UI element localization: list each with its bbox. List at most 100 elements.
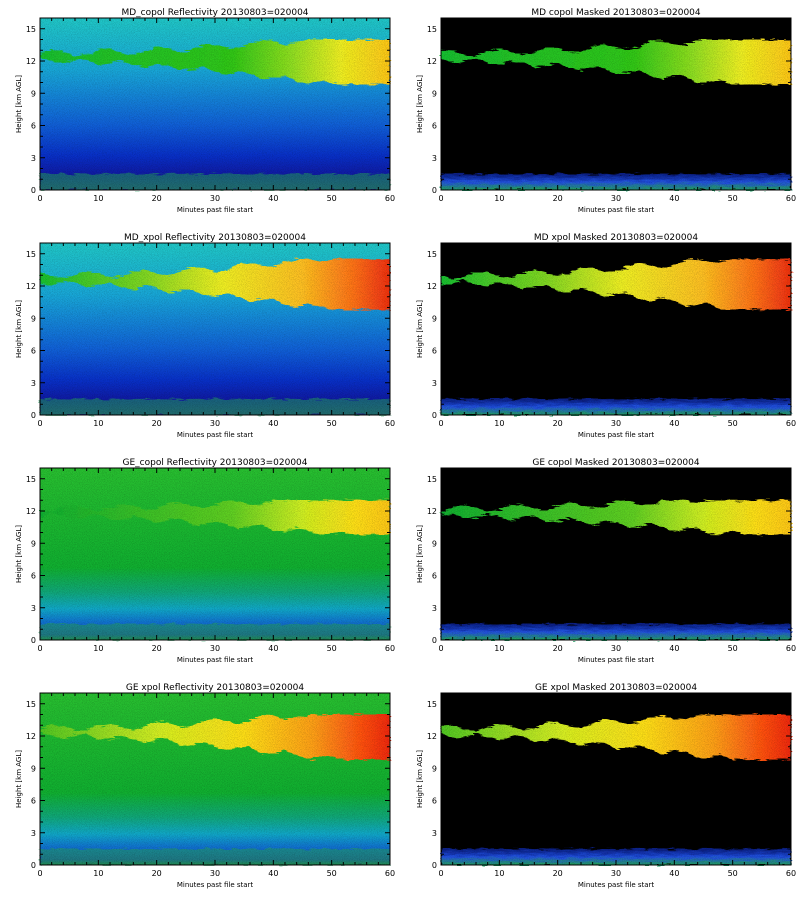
y-tick-label: 15 xyxy=(26,700,36,709)
panel-title: MD_copol Reflectivity 20130803=020004 xyxy=(121,8,308,18)
y-tick-label: 9 xyxy=(31,764,36,773)
x-tick-label: 50 xyxy=(728,869,738,878)
noise-speckle-overlay xyxy=(40,243,390,415)
x-tick-label: 60 xyxy=(385,869,395,878)
x-tick-label: 0 xyxy=(37,194,42,203)
x-tick-label: 50 xyxy=(327,194,337,203)
y-tick-label: 12 xyxy=(26,507,36,516)
y-tick-label: 3 xyxy=(31,379,36,388)
y-tick-label: 3 xyxy=(31,154,36,163)
x-tick-label: 60 xyxy=(786,194,796,203)
x-tick-label: 20 xyxy=(553,194,563,203)
y-tick-label: 12 xyxy=(427,282,437,291)
x-tick-label: 30 xyxy=(210,419,220,428)
x-tick-label: 30 xyxy=(210,194,220,203)
x-axis-label: Minutes past file start xyxy=(578,656,655,664)
y-tick-label: 12 xyxy=(26,732,36,741)
y-axis-label: Height [km AGL] xyxy=(416,525,424,583)
y-axis-label: Height [km AGL] xyxy=(15,75,23,133)
panel-5: 0 10 20 30 40 50 60 0 3 6 9 12 15 GE_copol Reflectivi… xyxy=(15,458,395,664)
y-tick-label: 6 xyxy=(31,122,36,131)
y-axis-label: Height [km AGL] xyxy=(416,300,424,358)
y-tick-label: 9 xyxy=(432,89,437,98)
y-tick-label: 3 xyxy=(432,379,437,388)
y-tick-label: 15 xyxy=(26,25,36,34)
x-tick-label: 50 xyxy=(728,194,738,203)
x-tick-label: 50 xyxy=(728,419,738,428)
panel-title: GE xpol Masked 20130803=020004 xyxy=(535,683,697,693)
x-axis-label: Minutes past file start xyxy=(177,656,254,664)
x-tick-label: 30 xyxy=(210,644,220,653)
y-tick-label: 15 xyxy=(427,700,437,709)
x-tick-label: 0 xyxy=(37,419,42,428)
noise-speckle-overlay xyxy=(40,693,390,865)
y-tick-label: 6 xyxy=(432,572,437,581)
y-tick-label: 0 xyxy=(31,186,36,195)
y-tick-label: 3 xyxy=(432,154,437,163)
x-axis-label: Minutes past file start xyxy=(177,206,254,214)
y-tick-label: 12 xyxy=(26,57,36,66)
y-axis-label: Height [km AGL] xyxy=(15,300,23,358)
y-tick-label: 9 xyxy=(432,764,437,773)
x-tick-label: 10 xyxy=(93,194,103,203)
x-tick-label: 60 xyxy=(786,419,796,428)
panel-4: 0 10 20 30 40 50 60 0 3 6 9 12 15 MD xpol Masked 2013… xyxy=(416,233,796,439)
noise-speckle-overlay xyxy=(40,18,390,190)
y-tick-label: 6 xyxy=(31,572,36,581)
x-tick-label: 30 xyxy=(611,194,621,203)
x-tick-label: 60 xyxy=(385,194,395,203)
panel-title: GE_copol Reflectivity 20130803=020004 xyxy=(122,458,307,468)
x-tick-label: 20 xyxy=(152,194,162,203)
y-tick-label: 0 xyxy=(432,411,437,420)
noise-speckle-overlay xyxy=(441,243,791,415)
x-tick-label: 20 xyxy=(553,419,563,428)
panel-8: 0 10 20 30 40 50 60 0 3 6 9 12 15 GE xpol Masked 2013… xyxy=(416,683,796,889)
x-tick-label: 0 xyxy=(438,194,443,203)
x-tick-label: 40 xyxy=(268,419,278,428)
y-tick-label: 0 xyxy=(432,186,437,195)
y-tick-label: 6 xyxy=(432,122,437,131)
y-tick-label: 15 xyxy=(427,250,437,259)
y-tick-label: 3 xyxy=(432,829,437,838)
x-tick-label: 10 xyxy=(494,644,504,653)
panel-7: 0 10 20 30 40 50 60 0 3 6 9 12 15 GE xpol Reflectivit… xyxy=(15,683,395,889)
x-tick-label: 40 xyxy=(268,644,278,653)
y-axis-label: Height [km AGL] xyxy=(15,750,23,808)
x-tick-label: 10 xyxy=(494,419,504,428)
panel-title: GE xpol Reflectivity 20130803=020004 xyxy=(126,683,305,693)
y-axis-label: Height [km AGL] xyxy=(416,750,424,808)
y-tick-label: 9 xyxy=(432,539,437,548)
x-tick-label: 10 xyxy=(494,869,504,878)
x-tick-label: 10 xyxy=(93,869,103,878)
x-axis-label: Minutes past file start xyxy=(578,881,655,889)
panel-title: MD_xpol Reflectivity 20130803=020004 xyxy=(124,233,306,243)
x-tick-label: 40 xyxy=(669,419,679,428)
y-tick-label: 15 xyxy=(427,25,437,34)
y-tick-label: 3 xyxy=(31,604,36,613)
y-tick-label: 9 xyxy=(31,539,36,548)
x-axis-label: Minutes past file start xyxy=(578,431,655,439)
x-tick-label: 60 xyxy=(786,869,796,878)
y-tick-label: 0 xyxy=(31,636,36,645)
y-tick-label: 6 xyxy=(432,347,437,356)
x-tick-label: 0 xyxy=(438,644,443,653)
x-tick-label: 40 xyxy=(268,869,278,878)
panel-title: MD xpol Masked 20130803=020004 xyxy=(534,233,698,243)
y-tick-label: 15 xyxy=(26,475,36,484)
noise-speckle-overlay xyxy=(40,468,390,640)
x-tick-label: 0 xyxy=(37,644,42,653)
x-tick-label: 10 xyxy=(494,194,504,203)
x-tick-label: 30 xyxy=(611,419,621,428)
y-tick-label: 0 xyxy=(31,411,36,420)
panel-title: GE copol Masked 20130803=020004 xyxy=(532,458,700,468)
y-tick-label: 12 xyxy=(427,57,437,66)
x-tick-label: 60 xyxy=(786,644,796,653)
x-tick-label: 20 xyxy=(152,419,162,428)
x-tick-label: 40 xyxy=(268,194,278,203)
y-tick-label: 15 xyxy=(427,475,437,484)
y-tick-label: 3 xyxy=(432,604,437,613)
x-tick-label: 0 xyxy=(37,869,42,878)
y-tick-label: 0 xyxy=(432,861,437,870)
y-tick-label: 0 xyxy=(432,636,437,645)
